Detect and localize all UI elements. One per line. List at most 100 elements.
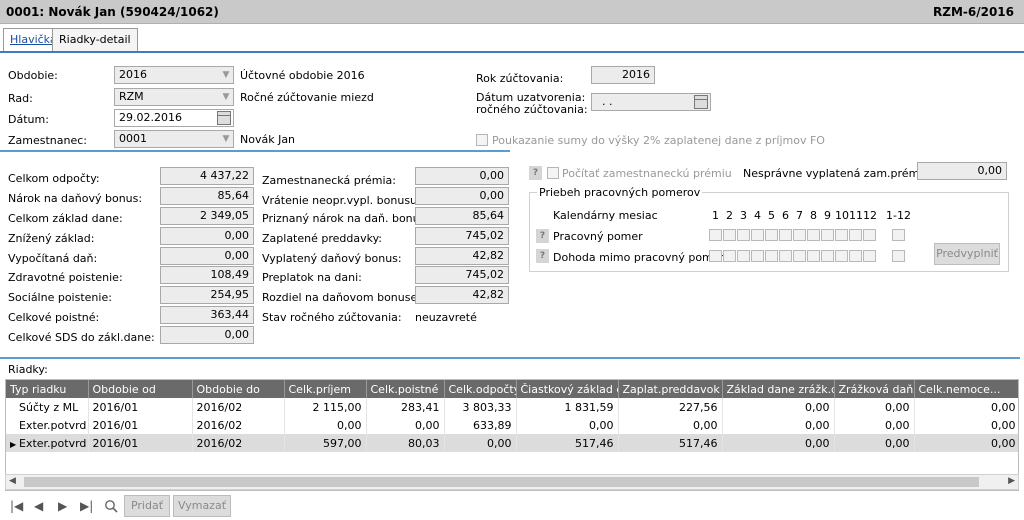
column-header[interactable]: Celk.odpočty (444, 380, 517, 398)
calendar-icon[interactable] (217, 111, 231, 125)
cell: 0,00 (284, 416, 367, 434)
dohoda-month-11-checkbox[interactable] (849, 250, 862, 262)
chevron-down-icon[interactable]: ▼ (222, 70, 230, 80)
column-header[interactable]: Zaplat.preddavok d. (618, 380, 723, 398)
cell: 227,56 (618, 398, 723, 416)
cell: 1 831,59 (516, 398, 619, 416)
datum-uzav-label-2: ročného zúčtovania: (476, 103, 588, 116)
stav-value: neuzavreté (415, 311, 477, 324)
calendar-icon[interactable] (694, 95, 708, 109)
pracovny-pomer-month-3-checkbox[interactable] (737, 229, 750, 241)
table-row-selected[interactable]: ▶ Exter.potvrd 2016/01 2016/02 597,00 80,… (6, 434, 1018, 452)
pracovny-pomer-month-6-checkbox[interactable] (779, 229, 792, 241)
datum-uzav-label-1: Dátum uzatvorenia: (476, 91, 586, 104)
predvyplnit-button[interactable]: Predvyplniť (934, 243, 1000, 265)
middle-label: Preplatok na dani: (262, 271, 362, 284)
dohoda-month-5-checkbox[interactable] (765, 250, 778, 262)
pracovny-pomer-month-11-checkbox[interactable] (849, 229, 862, 241)
month-7: 7 (796, 209, 803, 222)
chevron-down-icon[interactable]: ▼ (222, 134, 230, 144)
poukazanie-checkbox[interactable] (476, 134, 488, 146)
help-icon[interactable]: ? (536, 249, 549, 263)
riadky-table: Typ riadku Obdobie od Obdobie do Celk.pr… (6, 380, 1018, 452)
left-value: 108,49 (160, 266, 254, 284)
rad-select[interactable]: RZM ▼ (114, 88, 234, 106)
obdobie-select[interactable]: 2016 ▼ (114, 66, 234, 84)
help-icon[interactable]: ? (529, 166, 542, 180)
pracovny-pomer-month-8-checkbox[interactable] (807, 229, 820, 241)
scroll-left-icon[interactable]: ◀ (9, 476, 16, 486)
dohoda-month-7-checkbox[interactable] (793, 250, 806, 262)
dohoda-month-3-checkbox[interactable] (737, 250, 750, 262)
scroll-right-icon[interactable]: ▶ (1008, 476, 1015, 486)
dohoda-month-2-checkbox[interactable] (723, 250, 736, 262)
search-icon[interactable] (104, 499, 118, 513)
cell: 0,00 (914, 434, 1018, 452)
last-record-icon[interactable]: ▶| (80, 499, 94, 513)
pracovny-pomer-month-10-checkbox[interactable] (835, 229, 848, 241)
column-header[interactable]: Základ dane zrážk.daň (722, 380, 835, 398)
pracovny-pomer-month-1-checkbox[interactable] (709, 229, 722, 241)
column-header[interactable]: Čiastkový základ dane (516, 380, 619, 398)
column-header[interactable]: Celk.nemoce... (914, 380, 1018, 398)
next-record-icon[interactable]: ▶ (58, 499, 68, 513)
pocitat-premiu-checkbox[interactable] (547, 167, 559, 179)
left-label: Vypočítaná daň: (8, 252, 98, 265)
pracovny-pomer-month-7-checkbox[interactable] (793, 229, 806, 241)
cell: 0,00 (834, 416, 915, 434)
pracovny-pomer-month-5-checkbox[interactable] (765, 229, 778, 241)
tab-riadky-detail[interactable]: Riadky-detail (52, 28, 138, 52)
cell: 517,46 (618, 434, 723, 452)
rok-field[interactable]: 2016 (591, 66, 655, 84)
datum-label: Dátum: (8, 113, 49, 126)
horizontal-scrollbar[interactable]: ◀ ▶ (5, 474, 1019, 490)
left-value: 254,95 (160, 286, 254, 304)
zamestnanec-select[interactable]: 0001 ▼ (114, 130, 234, 148)
pridat-button[interactable]: Pridať (124, 495, 170, 517)
cell: 0,00 (722, 416, 835, 434)
zamestnanec-label: Zamestnanec: (8, 134, 88, 147)
column-header[interactable]: Typ riadku (6, 380, 89, 398)
dohoda-month-4-checkbox[interactable] (751, 250, 764, 262)
cell: 2016/02 (192, 416, 285, 434)
cell: 2016/02 (192, 434, 285, 452)
pracovny-pomer-month-9-checkbox[interactable] (821, 229, 834, 241)
scrollbar-thumb[interactable] (24, 477, 979, 487)
column-header[interactable]: Obdobie do (192, 380, 285, 398)
previous-record-icon[interactable]: ◀ (34, 499, 44, 513)
pracovny-pomer-month-2-checkbox[interactable] (723, 229, 736, 241)
cell: 0,00 (914, 398, 1018, 416)
middle-label: Vyplatený daňový bonus: (262, 252, 402, 265)
pracovny-pomer-month-4-checkbox[interactable] (751, 229, 764, 241)
chevron-down-icon[interactable]: ▼ (222, 92, 230, 102)
column-header[interactable]: Celk.príjem (284, 380, 367, 398)
cell: 0,00 (722, 398, 835, 416)
dohoda-month-10-checkbox[interactable] (835, 250, 848, 262)
pracovny-pomer-all-months-checkbox[interactable] (892, 229, 905, 241)
column-header[interactable]: Zrážková daň (834, 380, 915, 398)
dohoda-month-6-checkbox[interactable] (779, 250, 792, 262)
middle-label: Vrátenie neopr.vypl. bonusu (262, 194, 418, 207)
column-header[interactable]: Obdobie od (88, 380, 193, 398)
cell-typ: Súčty z ML (6, 398, 89, 416)
section-divider (0, 150, 510, 152)
table-row[interactable]: Exter.potvrd 2016/01 2016/02 0,00 0,00 6… (6, 416, 1018, 434)
cell: 517,46 (516, 434, 619, 452)
first-record-icon[interactable]: |◀ (10, 499, 24, 513)
dohoda-month-8-checkbox[interactable] (807, 250, 820, 262)
pracovny-pomer-month-12-checkbox[interactable] (863, 229, 876, 241)
datum-field[interactable]: 29.02.2016 (114, 109, 234, 127)
cell: 633,89 (444, 416, 517, 434)
vymazat-button[interactable]: Vymazať (173, 495, 231, 517)
table-row[interactable]: Súčty z ML 2016/01 2016/02 2 115,00 283,… (6, 398, 1018, 416)
datum-uzav-field[interactable]: . . (591, 93, 711, 111)
tab-underline (0, 51, 1024, 53)
help-icon[interactable]: ? (536, 229, 549, 243)
dohoda-month-12-checkbox[interactable] (863, 250, 876, 262)
nespravne-field[interactable]: 0,00 (917, 162, 1007, 180)
column-header[interactable]: Celk.poistné (366, 380, 445, 398)
dohoda-month-1-checkbox[interactable] (709, 250, 722, 262)
title-bar: 0001: Novák Jan (590424/1062) RZM-6/2016 (0, 0, 1024, 24)
dohoda-all-months-checkbox[interactable] (892, 250, 905, 262)
dohoda-month-9-checkbox[interactable] (821, 250, 834, 262)
